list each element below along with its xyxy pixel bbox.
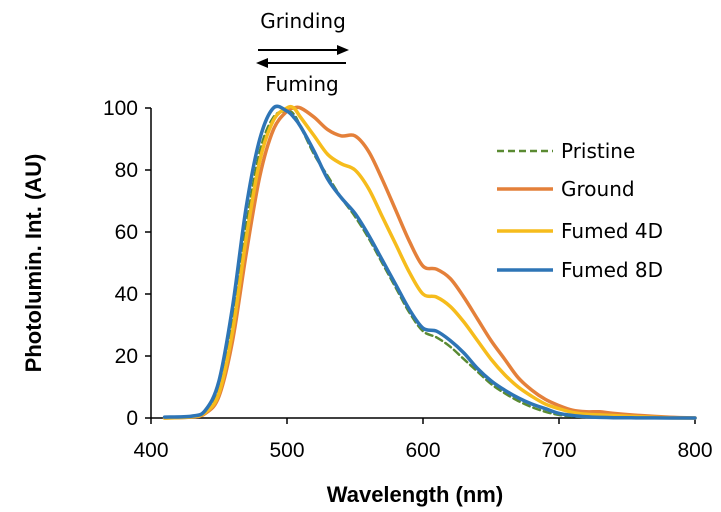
annotation-fuming: Fuming: [265, 72, 339, 96]
y-tick-label: 40: [115, 283, 138, 306]
legend-label-fumed-8d: Fumed 8D: [561, 258, 663, 282]
legend: Pristine Ground Fumed 4D Fumed 8D: [497, 139, 663, 282]
x-axis-title: Wavelength (nm): [327, 482, 503, 507]
y-tick-label: 20: [115, 345, 138, 368]
y-tick-label: 100: [103, 97, 138, 120]
legend-item-ground: Ground: [497, 177, 635, 201]
x-tick-label: 800: [677, 439, 712, 462]
y-axis-ticks: 0 20 40 60 80 100: [103, 97, 151, 430]
y-tick-label: 60: [115, 221, 138, 244]
legend-item-fumed-4d: Fumed 4D: [497, 219, 663, 243]
series-line-fumed-8d: [162, 104, 697, 420]
arrow-right-icon: [258, 45, 349, 55]
y-tick-label: 0: [126, 407, 138, 430]
y-tick-label: 80: [115, 159, 138, 182]
legend-label-fumed-4d: Fumed 4D: [561, 219, 663, 243]
series-line-fumed-4d: [162, 104, 697, 420]
x-tick-label: 600: [405, 439, 440, 462]
annotation-grinding: Grinding: [260, 9, 346, 33]
legend-label-ground: Ground: [561, 177, 635, 201]
x-tick-label: 400: [133, 439, 168, 462]
legend-item-fumed-8d: Fumed 8D: [497, 258, 663, 282]
series-line-ground: [162, 105, 697, 420]
legend-item-pristine: Pristine: [497, 139, 635, 163]
x-tick-label: 500: [269, 439, 304, 462]
legend-label-pristine: Pristine: [561, 139, 635, 163]
y-axis-title: Photolumin. Int. (AU): [21, 154, 46, 373]
arrow-left-icon: [256, 58, 346, 68]
series-lines: [162, 104, 697, 420]
x-axis-ticks: 400 500 600 700 800: [133, 418, 713, 462]
x-tick-label: 700: [541, 439, 576, 462]
